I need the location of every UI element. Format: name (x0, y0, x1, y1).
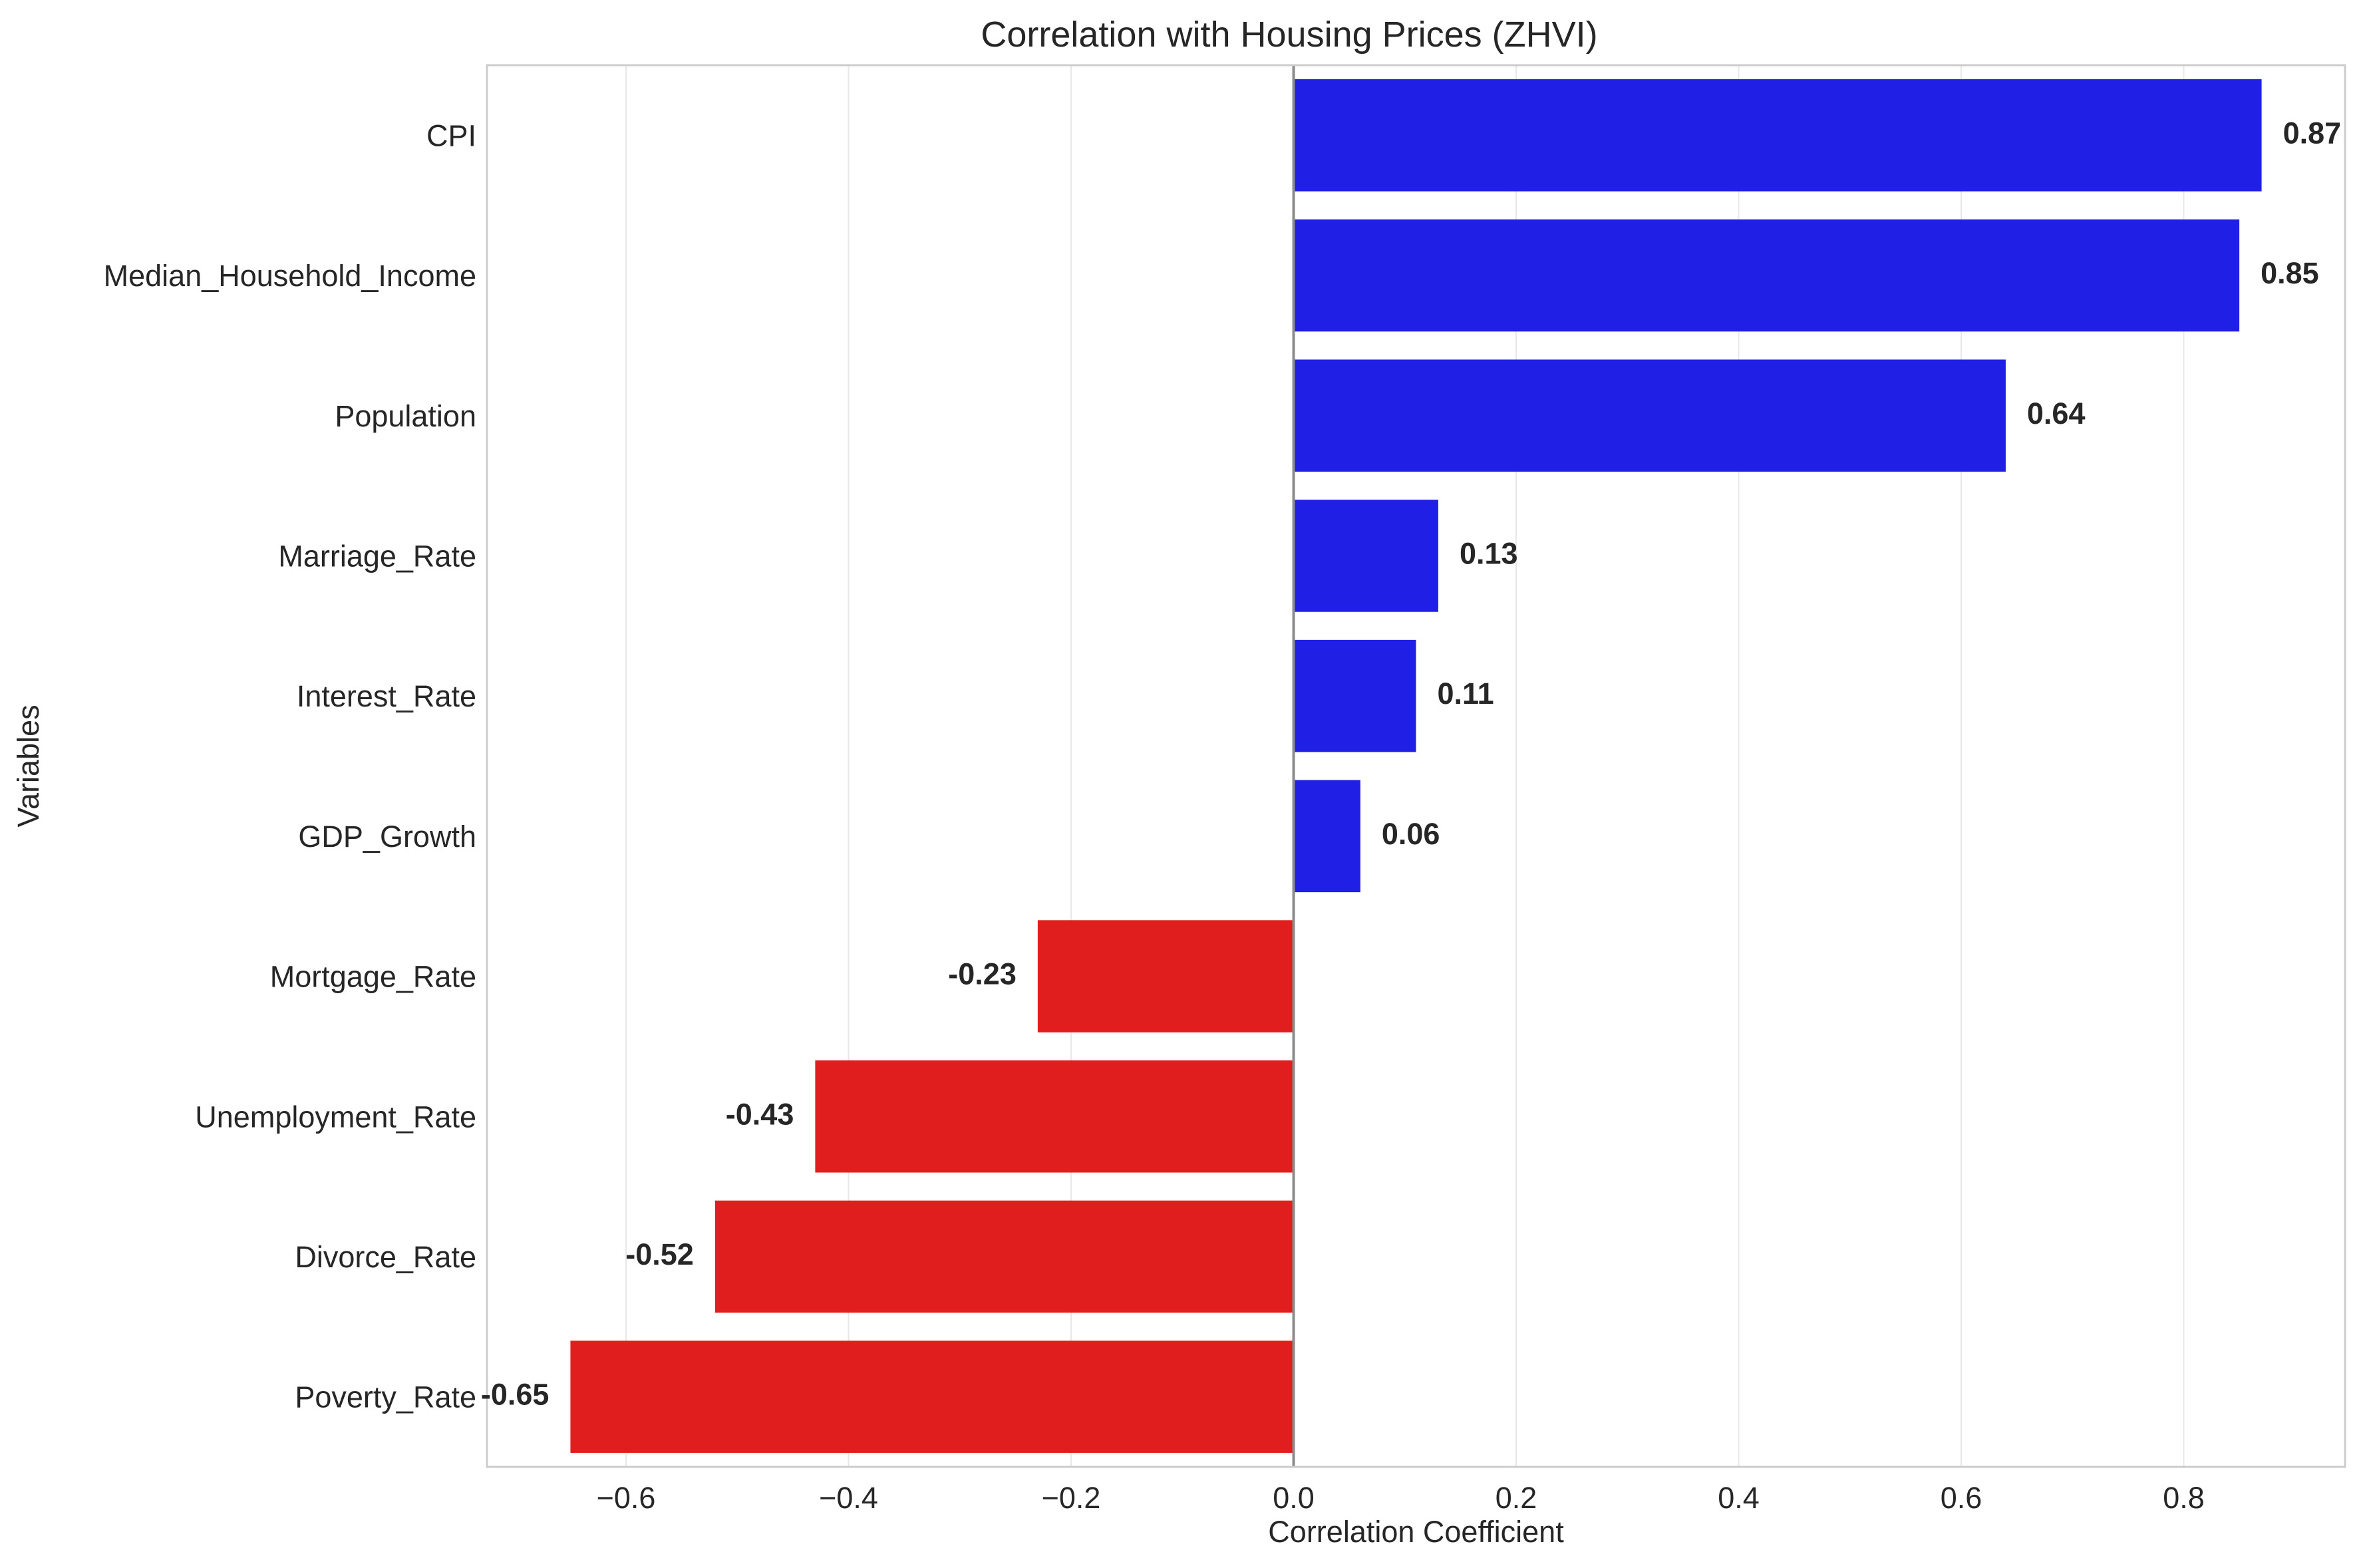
plot-frame (486, 64, 2346, 1468)
bar (1293, 359, 2006, 472)
x-tick-label: 0.6 (1941, 1481, 1982, 1515)
x-tick-label: 0.2 (1496, 1481, 1537, 1515)
x-axis-label: Correlation Coefficient (1268, 1515, 1564, 1549)
data-label: -0.23 (948, 957, 1017, 991)
y-tick-label: Poverty_Rate (295, 1380, 476, 1414)
y-tick-label: Mortgage_Rate (270, 960, 476, 994)
data-label: 0.64 (2027, 396, 2086, 430)
bar (1037, 920, 1294, 1032)
y-tick-label: Population (335, 399, 476, 433)
y-axis-label: Variables (11, 705, 45, 827)
data-label: 0.11 (1438, 677, 1494, 710)
bar (815, 1060, 1294, 1173)
x-tick-label: −0.6 (597, 1481, 656, 1515)
data-label: 0.87 (2283, 116, 2342, 150)
bar (1293, 79, 2262, 192)
bar (1293, 639, 1416, 752)
y-tick-label: Median_Household_Income (104, 259, 476, 293)
x-tick-label: 0.0 (1273, 1481, 1315, 1515)
chart-title: Correlation with Housing Prices (ZHVI) (981, 15, 1597, 55)
x-tick-label: 0.4 (1718, 1481, 1760, 1515)
bar (1293, 219, 2240, 332)
y-tick-labels: CPI Median_Household_Income Population Marr… (104, 118, 476, 1414)
data-label: -0.43 (726, 1097, 794, 1131)
y-tick-label: CPI (426, 118, 476, 152)
data-label: -0.52 (625, 1237, 694, 1271)
data-label: 0.13 (1460, 536, 1518, 570)
bars (570, 79, 2262, 1453)
y-tick-label: Marriage_Rate (278, 539, 476, 573)
y-tick-label: Divorce_Rate (295, 1240, 476, 1274)
y-tick-label: Unemployment_Rate (195, 1100, 476, 1134)
bar (714, 1200, 1294, 1313)
data-label: 0.85 (2261, 256, 2319, 290)
bar (570, 1340, 1294, 1453)
x-tick-label: −0.4 (819, 1481, 878, 1515)
data-label: 0.06 (1382, 817, 1440, 851)
y-tick-label: GDP_Growth (298, 820, 476, 854)
x-tick-label: 0.8 (2163, 1481, 2205, 1515)
bar (1293, 780, 1360, 893)
y-tick-label: Interest_Rate (297, 679, 476, 713)
bar (1293, 500, 1438, 612)
x-tick-label: −0.2 (1042, 1481, 1101, 1515)
x-tick-labels: −0.6 −0.4 −0.2 0.0 0.2 0.4 0.6 0.8 (597, 1481, 2205, 1515)
data-label: -0.65 (481, 1378, 550, 1412)
data-labels: 0.87 0.85 0.64 0.13 0.11 0.06 -0.23 -0.43 -0.52 -… (481, 116, 2341, 1411)
